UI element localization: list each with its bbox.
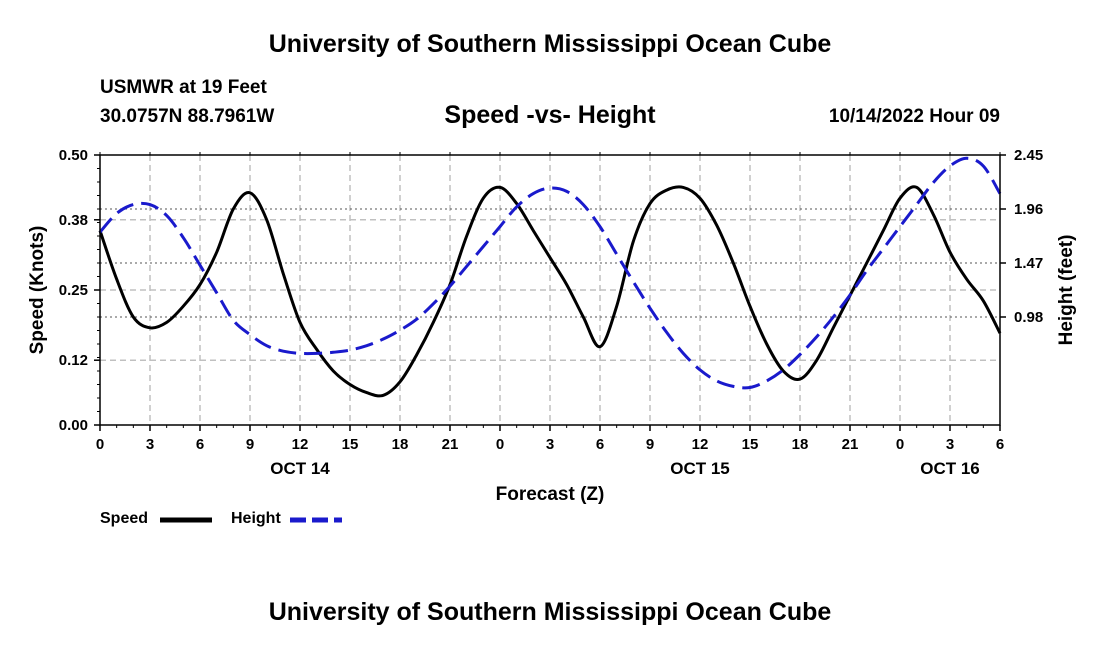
y-tick-label: 0.25	[59, 282, 88, 299]
x-tick-label: 9	[246, 436, 254, 453]
axes: 0 3 6 9 12 15 18 21 0 3 6 9 12 15 18 21 0 3 6 OCT 14 OCT 15 O…	[27, 147, 1077, 505]
x-tick-label: 6	[596, 436, 604, 453]
y2-tick-label: 2.45	[1014, 147, 1043, 164]
forecast-datetime: 10/14/2022 Hour 09	[828, 106, 1000, 127]
x-tick-label: 0	[496, 436, 504, 453]
x-tick-label: 12	[692, 436, 709, 453]
x-tick-label: 0	[96, 436, 104, 453]
day-label: OCT 14	[270, 459, 330, 478]
x-tick-label: 18	[392, 436, 409, 453]
y2-tick-label: 1.96	[1014, 201, 1043, 218]
station-coordinates: 30.0757N 88.7961W	[100, 106, 275, 127]
grid	[100, 154, 1000, 425]
y-tick-label: 0.12	[59, 352, 88, 369]
x-tick-label: 3	[946, 436, 954, 453]
station-label: USMWR at 19 Feet	[100, 77, 267, 98]
legend-height-label: Height	[231, 510, 281, 527]
height-series-line	[98, 156, 1002, 390]
x-tick-label: 6	[196, 436, 204, 453]
legend-speed-label: Speed	[100, 510, 149, 527]
x-axis-title: Forecast (Z)	[496, 484, 605, 505]
y-axis-title: Speed (Knots)	[27, 226, 48, 355]
x-tick-label: 9	[646, 436, 654, 453]
footer-title: University of Southern Mississippi Ocean…	[268, 598, 832, 626]
x-tick-label: 15	[742, 436, 759, 453]
page-title: University of Southern Mississippi Ocean…	[268, 30, 832, 58]
x-tick-label: 21	[442, 436, 459, 453]
y-tick-label: 0.50	[59, 147, 88, 164]
chart-title: Speed -vs- Height	[444, 101, 656, 129]
y-tick-label: 0.00	[59, 417, 88, 434]
x-tick-label: 12	[292, 436, 309, 453]
x-tick-label: 18	[792, 436, 809, 453]
x-tick-label: 0	[896, 436, 904, 453]
y2-tick-label: 1.47	[1014, 255, 1043, 272]
y2-axis-title: Height (feet)	[1056, 235, 1077, 346]
x-tick-label: 21	[842, 436, 859, 453]
x-tick-label: 15	[342, 436, 359, 453]
x-tick-label: 6	[996, 436, 1004, 453]
y-tick-label: 0.38	[59, 212, 88, 229]
series-layer	[98, 156, 1002, 398]
day-label: OCT 16	[920, 459, 980, 478]
x-tick-label: 3	[146, 436, 154, 453]
day-label: OCT 15	[670, 459, 730, 478]
y2-tick-label: 0.98	[1014, 309, 1043, 326]
x-tick-label: 3	[546, 436, 554, 453]
